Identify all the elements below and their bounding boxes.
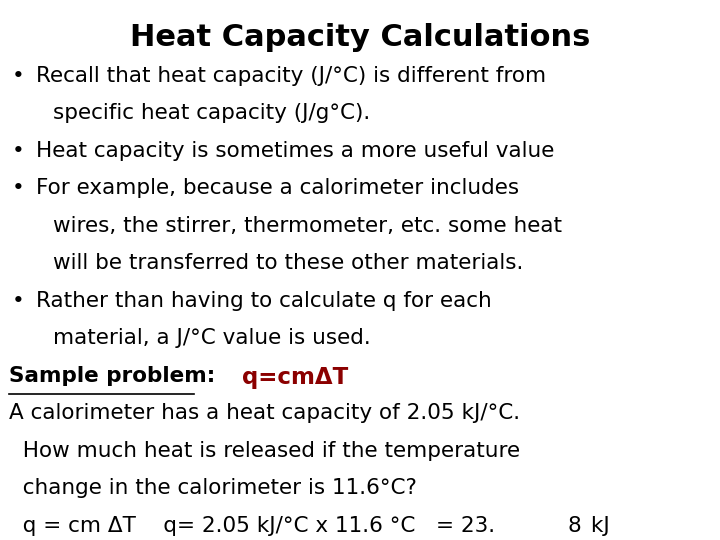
Text: specific heat capacity (J/g°C).: specific heat capacity (J/g°C). [53,103,370,123]
Text: Recall that heat capacity (J/°C) is different from: Recall that heat capacity (J/°C) is diff… [36,66,546,86]
Text: kJ: kJ [584,516,610,536]
Text: q=cmΔT: q=cmΔT [242,366,348,389]
Text: q = cm ΔT    q= 2.05 kJ/°C x 11.6 °C   = 23.: q = cm ΔT q= 2.05 kJ/°C x 11.6 °C = 23. [9,516,495,536]
Text: A calorimeter has a heat capacity of 2.05 kJ/°C.: A calorimeter has a heat capacity of 2.0… [9,403,520,423]
Text: 8: 8 [568,516,582,536]
Text: Heat capacity is sometimes a more useful value: Heat capacity is sometimes a more useful… [36,141,554,161]
Text: Rather than having to calculate q for each: Rather than having to calculate q for ea… [36,291,492,310]
Text: wires, the stirrer, thermometer, etc. some heat: wires, the stirrer, thermometer, etc. so… [53,216,562,236]
Text: Sample problem:: Sample problem: [9,366,215,386]
Text: will be transferred to these other materials.: will be transferred to these other mater… [53,253,523,273]
Text: change in the calorimeter is 11.6°C?: change in the calorimeter is 11.6°C? [9,478,416,498]
Text: •: • [12,141,25,161]
Text: •: • [12,178,25,198]
Text: •: • [12,66,25,86]
Text: Heat Capacity Calculations: Heat Capacity Calculations [130,23,590,51]
Text: For example, because a calorimeter includes: For example, because a calorimeter inclu… [36,178,519,198]
Text: How much heat is released if the temperature: How much heat is released if the tempera… [9,441,520,461]
Text: material, a J/°C value is used.: material, a J/°C value is used. [53,328,371,348]
Text: •: • [12,291,25,310]
